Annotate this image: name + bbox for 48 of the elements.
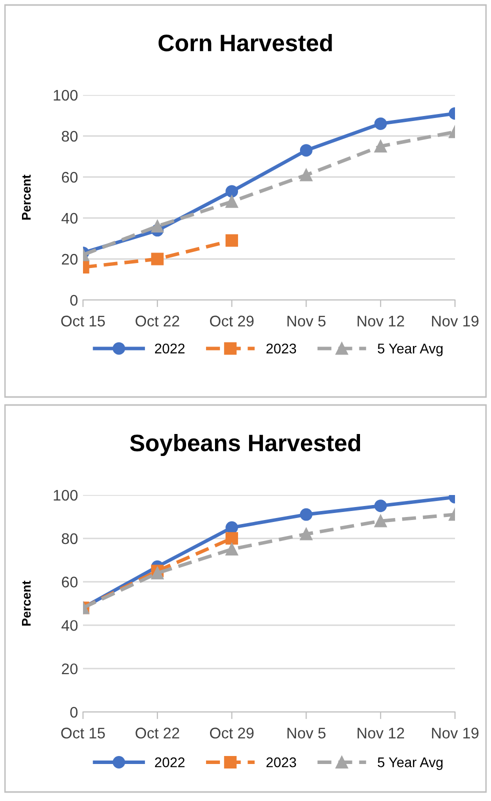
x-tick-label: Nov 5 (288, 728, 326, 738)
point (226, 185, 238, 198)
x-tick-label: Nov 19 (432, 316, 478, 326)
x-tick-label: Oct 29 (210, 316, 254, 326)
point (226, 195, 238, 208)
legend-label: 5 Year Avg (378, 758, 443, 770)
x-tick-label: Oct 22 (136, 728, 180, 738)
point (300, 528, 312, 540)
x-tick-label: Nov 12 (358, 316, 404, 326)
legend-label: 2023 (266, 757, 296, 768)
y-tick-label: 100 (54, 90, 78, 101)
point (300, 144, 312, 157)
y-tick-label: 0 (70, 706, 78, 718)
y-axis-title: Percent (22, 174, 31, 220)
y-tick-label: 40 (62, 620, 78, 631)
x-tick-label: Oct 29 (210, 728, 254, 738)
point (374, 500, 387, 512)
x-tick-label: Oct 15 (61, 728, 105, 738)
legend-label: 2023 (266, 344, 296, 354)
legend-label: 2022 (155, 757, 185, 768)
y-tick-label: 100 (54, 490, 78, 501)
y-tick-label: 20 (62, 663, 78, 674)
point (300, 508, 312, 521)
point (374, 514, 387, 528)
y-tick-label: 0 (70, 294, 78, 306)
chart-title: Soybeans Harvested (130, 434, 360, 456)
y-tick-label: 80 (62, 130, 78, 142)
point (151, 220, 164, 232)
point (226, 543, 238, 556)
y-tick-label: 60 (62, 172, 78, 183)
legend-label: 2022 (155, 344, 185, 354)
point (151, 252, 164, 266)
point (226, 521, 238, 534)
y-axis-title: Percent (22, 580, 31, 626)
x-tick-label: Nov 19 (432, 728, 478, 738)
y-tick-label: 40 (62, 212, 78, 224)
point (226, 532, 238, 545)
x-tick-label: Nov 12 (358, 728, 404, 738)
point (300, 168, 312, 182)
x-tick-label: Nov 5 (288, 316, 326, 326)
legend-label: 5 Year Avg (378, 344, 443, 356)
y-tick-label: 20 (62, 254, 78, 265)
x-tick-label: Oct 22 (136, 316, 180, 326)
x-tick-label: Oct 15 (61, 316, 105, 326)
y-tick-label: 60 (62, 576, 78, 588)
y-tick-label: 80 (62, 533, 78, 544)
chart-title: Corn Harvested (158, 34, 332, 52)
point (226, 234, 238, 247)
